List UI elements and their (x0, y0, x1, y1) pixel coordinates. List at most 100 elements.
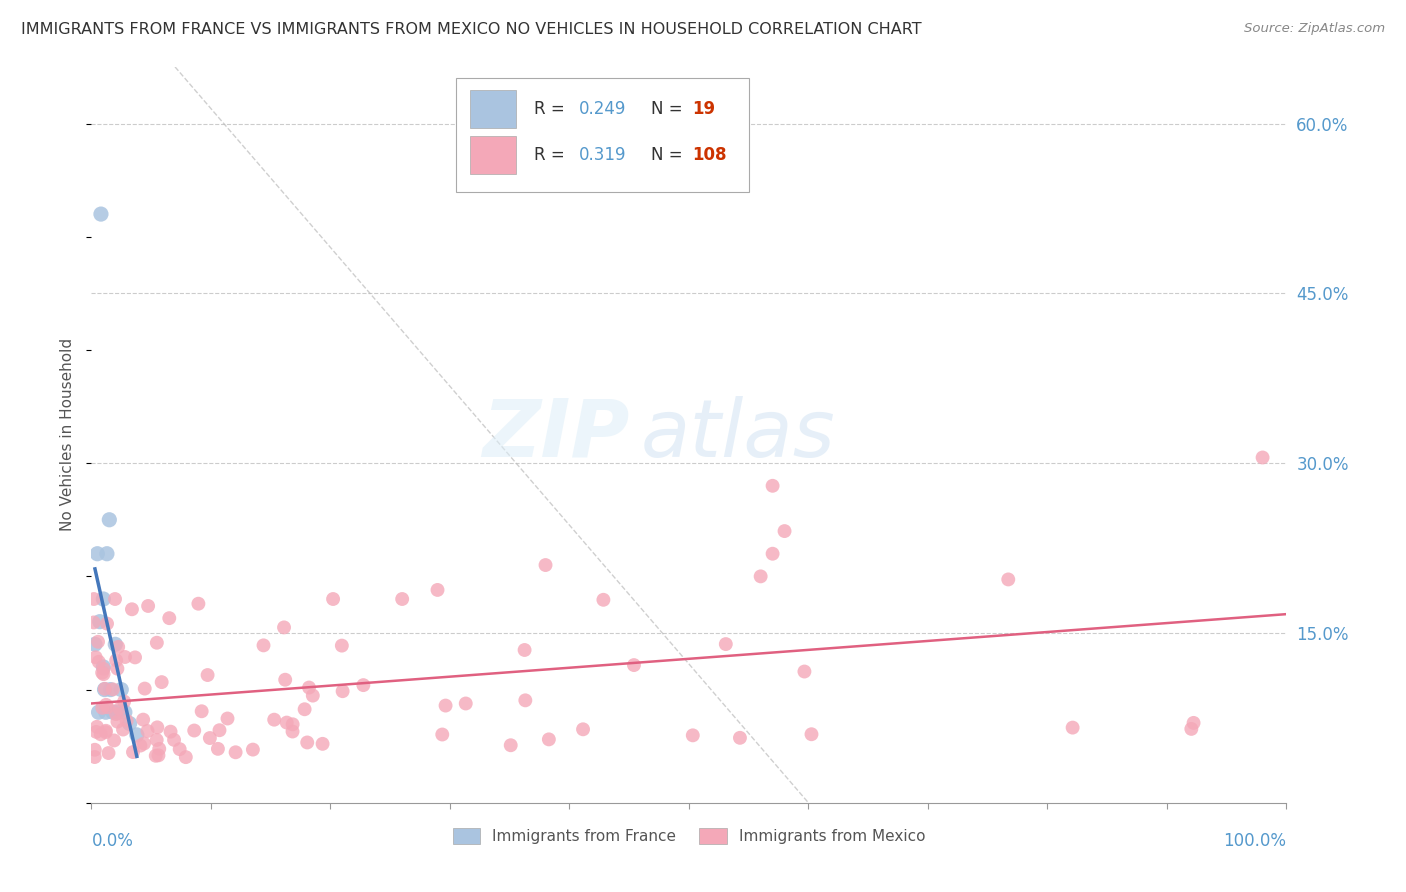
Point (87, 634, 110, 648)
Point (150, 675, 173, 690)
Point (96, 616, 118, 631)
Point (94, 723, 117, 738)
Point (432, 727, 454, 741)
Point (107, 705, 129, 719)
Point (148, 742, 170, 756)
Point (93, 682, 115, 697)
Point (273, 620, 295, 634)
Point (499, 738, 522, 752)
Point (1251, 450, 1274, 465)
Point (714, 637, 737, 651)
Point (225, 745, 247, 759)
Point (1062, 721, 1084, 735)
Point (572, 723, 595, 737)
Point (217, 712, 239, 726)
Point (104, 592, 127, 607)
Point (145, 733, 167, 747)
Text: ZIP: ZIP (482, 396, 630, 474)
Point (94, 681, 117, 696)
Point (1180, 722, 1202, 736)
Point (124, 650, 146, 665)
Point (96, 547, 118, 561)
Point (84, 724, 107, 739)
Point (197, 668, 219, 682)
Point (114, 650, 136, 665)
Point (86, 547, 108, 561)
Point (107, 662, 129, 676)
Point (132, 713, 155, 727)
Point (145, 748, 167, 763)
Point (322, 592, 344, 607)
Point (129, 739, 152, 753)
Point (103, 733, 125, 747)
Point (100, 682, 122, 697)
Point (146, 720, 169, 734)
Point (87, 655, 110, 669)
Point (208, 723, 231, 738)
Point (298, 681, 321, 695)
Text: 0.319: 0.319 (579, 146, 627, 164)
Point (96, 700, 118, 714)
Point (104, 637, 127, 651)
Point (115, 714, 138, 728)
Point (146, 636, 169, 650)
Point (761, 547, 783, 561)
Point (86, 720, 108, 734)
Point (101, 682, 124, 697)
Point (301, 689, 323, 703)
Point (108, 702, 131, 716)
Point (91, 665, 114, 680)
Point (426, 582, 449, 597)
Point (749, 569, 772, 583)
Point (242, 742, 264, 756)
Point (163, 732, 186, 747)
Point (93, 662, 115, 676)
Y-axis label: No Vehicles in Household: No Vehicles in Household (60, 338, 76, 532)
Point (773, 524, 796, 538)
Point (311, 737, 333, 751)
Point (1182, 715, 1205, 730)
FancyBboxPatch shape (456, 78, 748, 192)
Point (93, 660, 114, 674)
Text: Source: ZipAtlas.com: Source: ZipAtlas.com (1244, 22, 1385, 36)
Text: R =: R = (534, 100, 569, 118)
Point (330, 639, 353, 653)
Text: 100.0%: 100.0% (1223, 832, 1286, 850)
Point (252, 639, 274, 653)
Point (434, 698, 457, 713)
FancyBboxPatch shape (470, 90, 516, 128)
Text: N =: N = (651, 146, 688, 164)
Point (682, 728, 704, 742)
Point (110, 682, 132, 697)
Point (112, 723, 135, 737)
Point (159, 724, 181, 739)
Point (207, 742, 229, 756)
Text: atlas: atlas (641, 396, 837, 474)
Point (198, 731, 221, 745)
Point (187, 597, 209, 611)
Point (761, 479, 783, 493)
Point (190, 704, 212, 718)
Point (118, 716, 141, 731)
Point (105, 653, 128, 667)
Point (83, 750, 105, 764)
Point (281, 724, 304, 739)
Point (107, 714, 129, 729)
Point (136, 599, 159, 613)
Point (294, 702, 316, 716)
Point (90, 207, 112, 221)
Point (352, 678, 374, 692)
Text: 108: 108 (693, 146, 727, 164)
Text: IMMIGRANTS FROM FRANCE VS IMMIGRANTS FROM MEXICO NO VEHICLES IN HOUSEHOLD CORREL: IMMIGRANTS FROM FRANCE VS IMMIGRANTS FRO… (21, 22, 922, 37)
Point (101, 705, 124, 719)
Point (97, 746, 120, 760)
Point (537, 732, 560, 747)
Point (274, 673, 297, 687)
Point (84, 650, 107, 665)
Text: 19: 19 (693, 100, 716, 118)
Point (91, 701, 114, 715)
Point (623, 658, 645, 673)
FancyBboxPatch shape (470, 136, 516, 174)
Text: 0.0%: 0.0% (91, 832, 134, 850)
Point (94, 725, 117, 739)
